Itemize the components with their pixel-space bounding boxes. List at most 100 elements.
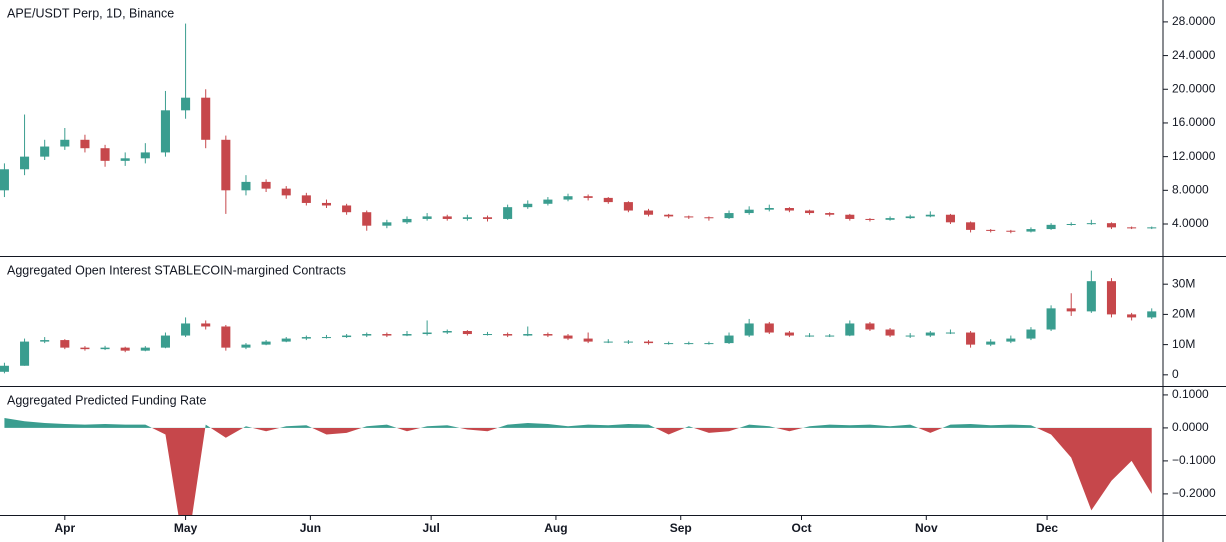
- candle-body: [945, 214, 955, 223]
- candle-body: [805, 335, 815, 337]
- pane-title: APE/USDT Perp, 1D, Binance: [7, 6, 174, 20]
- candle-body: [181, 97, 191, 111]
- candle-body: [1046, 308, 1056, 330]
- candle-body: [1006, 338, 1016, 342]
- y-tick-label: 20M: [1172, 307, 1195, 321]
- plot-area: [0, 23, 1157, 515]
- candle-body: [966, 222, 976, 230]
- candle-body: [221, 326, 231, 348]
- candle-body: [402, 334, 412, 336]
- candle-body: [201, 97, 211, 140]
- candle-body: [442, 331, 452, 333]
- candle-body: [140, 152, 150, 159]
- y-tick-label: 28.0000: [1172, 14, 1216, 28]
- candle-body: [1086, 281, 1096, 312]
- y-tick-label: −0.2000: [1172, 486, 1216, 500]
- candle-body: [905, 335, 915, 337]
- candle-body: [664, 214, 674, 217]
- candle-body: [261, 341, 271, 345]
- candle-body: [1046, 224, 1056, 230]
- y-tick-label: 8.0000: [1172, 182, 1209, 196]
- candle-body: [382, 334, 392, 336]
- candle-body: [0, 365, 9, 372]
- candle-body: [805, 210, 815, 214]
- candle-body: [1026, 229, 1036, 232]
- candle-body: [1106, 281, 1117, 315]
- candle-body: [201, 323, 211, 327]
- candle-body: [764, 208, 774, 210]
- candle-body: [1127, 227, 1137, 229]
- candle-body: [583, 196, 593, 198]
- candle-body: [744, 209, 754, 214]
- candle-body: [342, 205, 352, 213]
- pane-title: Aggregated Open Interest STABLECOIN-marg…: [7, 263, 346, 277]
- candle-body: [40, 340, 50, 342]
- candle-body: [482, 217, 493, 219]
- candle-body: [261, 181, 271, 189]
- candle-body: [865, 323, 875, 330]
- candle-body: [966, 332, 976, 345]
- candle-body: [724, 213, 734, 219]
- candle-body: [1147, 227, 1157, 229]
- candle-body: [422, 216, 432, 219]
- candle-body: [503, 207, 513, 219]
- y-tick-label: 24.0000: [1172, 48, 1216, 62]
- candle-body: [523, 334, 533, 336]
- candle-body: [623, 202, 633, 211]
- candle-body: [845, 323, 855, 336]
- candle-body: [1106, 223, 1117, 228]
- y-tick-label: 12.0000: [1172, 149, 1216, 163]
- candle-body: [140, 347, 150, 351]
- x-tick-label: Jun: [300, 521, 321, 535]
- candle-body: [1066, 224, 1076, 225]
- candle-body: [382, 222, 392, 226]
- candle-body: [60, 340, 70, 348]
- candle-body: [603, 197, 613, 203]
- candle-body: [623, 341, 633, 343]
- candle-body: [1086, 223, 1096, 225]
- candle-body: [482, 334, 493, 336]
- candle-body: [462, 331, 472, 335]
- y-tick-label: 20.0000: [1172, 81, 1216, 95]
- candle-body: [825, 335, 835, 337]
- candle-body: [945, 332, 955, 334]
- candle-body: [724, 335, 734, 344]
- candle-body: [543, 199, 553, 204]
- candle-body: [825, 213, 835, 215]
- candle-body: [1066, 308, 1076, 312]
- y-tick-label: 0.1000: [1172, 387, 1209, 401]
- candle-body: [362, 334, 372, 336]
- candle-body: [80, 139, 90, 149]
- funding-area: [4, 418, 1152, 515]
- y-tick-label: 4.0000: [1172, 216, 1209, 230]
- x-tick-label: Dec: [1036, 521, 1058, 535]
- candle-body: [684, 216, 694, 218]
- candle-body: [925, 214, 935, 217]
- candle-body: [160, 335, 170, 348]
- pane-title: Aggregated Predicted Funding Rate: [7, 393, 206, 407]
- candle-body: [643, 210, 654, 215]
- y-tick-label: 0: [1172, 367, 1179, 381]
- candle-body: [583, 338, 593, 342]
- candle-body: [462, 217, 472, 219]
- candle-body: [503, 334, 513, 336]
- x-tick-label: Oct: [791, 521, 811, 535]
- candle-body: [784, 208, 794, 211]
- candle-body: [0, 169, 9, 191]
- candle-body: [563, 335, 573, 339]
- candle-body: [80, 347, 90, 350]
- candle-body: [20, 156, 30, 170]
- candle-body: [241, 181, 251, 191]
- x-tick-label: Apr: [54, 521, 75, 535]
- candle-body: [845, 214, 855, 219]
- candle-body: [40, 146, 50, 157]
- candle-body: [643, 341, 654, 344]
- candle-body: [301, 195, 311, 203]
- candle-body: [20, 341, 30, 366]
- candle-body: [281, 188, 291, 196]
- candle-body: [60, 139, 70, 147]
- candle-body: [603, 341, 613, 343]
- candle-body: [1147, 311, 1157, 318]
- candle-body: [704, 343, 714, 345]
- candle-body: [120, 347, 130, 351]
